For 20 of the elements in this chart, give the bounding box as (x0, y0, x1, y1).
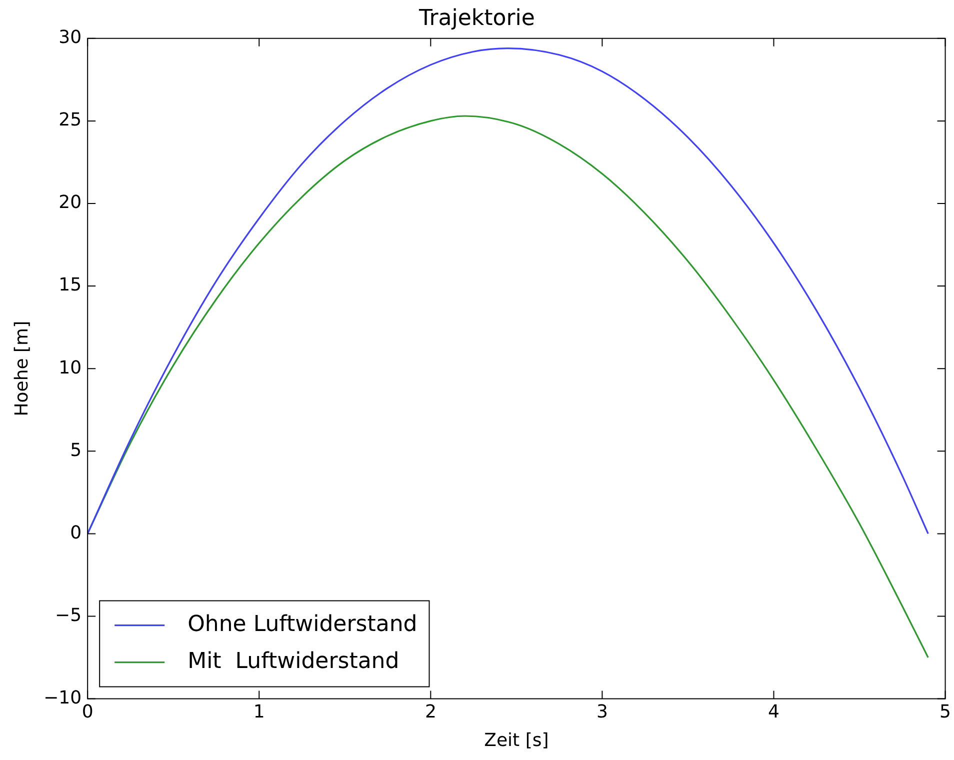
y-tick-label: −10 (44, 687, 82, 708)
x-tick-label: 1 (253, 701, 265, 722)
x-tick-label: 3 (596, 701, 608, 722)
y-tick-label: 30 (58, 27, 82, 48)
legend-label: Mit Luftwiderstand (188, 649, 400, 674)
y-tick-label: 15 (58, 274, 82, 296)
x-axis-title: Zeit [s] (484, 730, 549, 751)
chart-title: Trajektorie (418, 6, 535, 31)
y-tick-label: 5 (70, 440, 82, 461)
line-series (88, 48, 929, 534)
y-tick-label: 10 (58, 357, 82, 378)
x-tick-label: 5 (940, 701, 951, 722)
legend-label: Ohne Luftwiderstand (188, 612, 418, 638)
y-axis-title: Hoehe [m] (11, 320, 32, 416)
y-tick-label: 25 (58, 110, 82, 131)
x-tick-label: 2 (424, 701, 436, 722)
y-tick-label: −5 (55, 604, 82, 626)
x-tick-label: 4 (768, 701, 780, 722)
y-tick-label: 20 (58, 192, 82, 214)
y-tick-label: 0 (70, 522, 82, 544)
